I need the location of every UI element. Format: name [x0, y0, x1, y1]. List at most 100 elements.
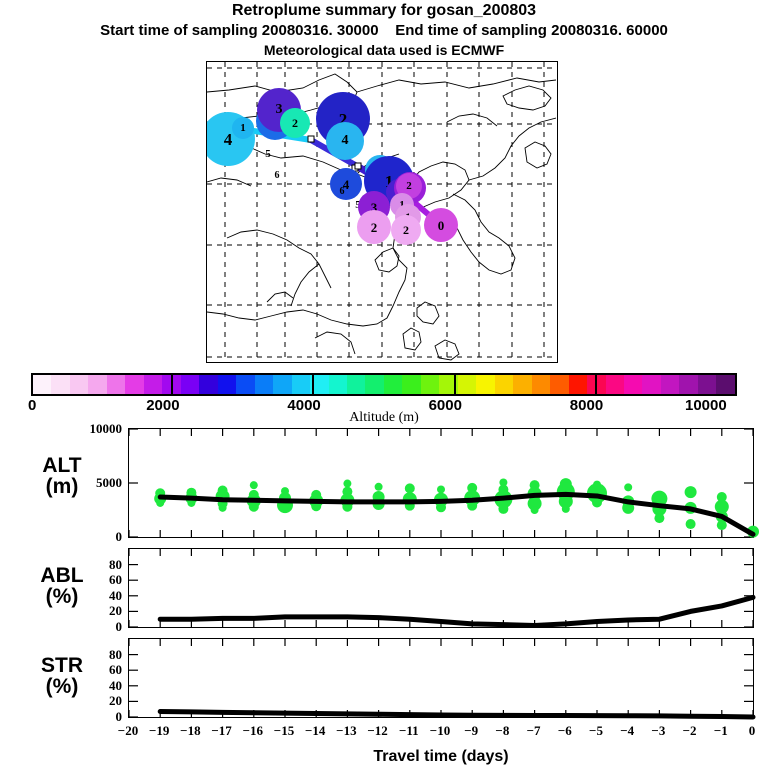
alt-scatter-point-59 [685, 519, 696, 530]
colorbar-segment-15 [310, 375, 329, 394]
coastline-8 [524, 141, 552, 169]
colorbar-segment-20 [402, 375, 421, 394]
colorbar-segment-29 [568, 375, 588, 394]
xtick-label--8: −8 [495, 723, 510, 738]
coastline-10 [416, 301, 440, 325]
colorbar-segment-25 [494, 375, 514, 394]
xtick-label--4: −4 [620, 723, 635, 738]
colorbar-segment-33 [642, 375, 661, 394]
colorbar-segment-1 [51, 375, 70, 394]
map-marker-2-19: 2 [357, 210, 391, 244]
alt-scatter-point-5 [187, 498, 196, 507]
abl-mean-line [157, 594, 756, 628]
alt-panel-label: ALT (m) [6, 455, 118, 498]
xtick-label--1: −1 [713, 723, 728, 738]
alt-scatter-point-32 [436, 502, 446, 513]
coastline-19 [314, 331, 356, 355]
alt-scatter-point-9 [218, 503, 227, 512]
alt-scatter-point-46 [558, 494, 573, 509]
xtick-label--20: −20 [117, 723, 139, 738]
colorbar-segment-13 [273, 375, 292, 394]
map-marker-1-1: 1 [232, 117, 254, 139]
colorbar-segment-9 [199, 375, 218, 394]
coastline-7 [502, 85, 552, 111]
xtick-label--5: −5 [589, 723, 603, 738]
str-mean-line [157, 709, 756, 720]
xtick-label--6: −6 [557, 723, 572, 738]
coastline-2 [356, 77, 556, 93]
colorbar-segment-18 [365, 375, 384, 394]
xtick-label-0: 0 [748, 723, 756, 738]
colorbar-segment-32 [624, 375, 643, 394]
colorbar-segment-12 [254, 375, 274, 394]
map-marker-4-6: 4 [326, 122, 364, 160]
xtick-label--11: −11 [398, 723, 419, 738]
colorbar-segment-21 [420, 375, 440, 394]
colorbar-segment-17 [346, 375, 366, 394]
colorbar-segment-34 [660, 375, 680, 394]
coastline-4 [406, 161, 470, 213]
xtick-label--14: −14 [304, 723, 326, 738]
alt-scatter-point-42 [527, 496, 542, 511]
retroplume-map: 41532245646111325312120 [206, 61, 558, 363]
map-marker-0-22: 0 [424, 208, 458, 242]
alt-plot [128, 428, 759, 538]
map-marker-5-7: 5 [265, 147, 271, 160]
altitude-colorbar [31, 373, 737, 396]
alt-ytick-0: 0 [115, 529, 123, 544]
alt-scatter-point-50 [592, 497, 602, 508]
sampling-time-subtitle: Start time of sampling 20080316. 30000 E… [100, 22, 668, 39]
alt-scatter-point-51 [624, 483, 633, 492]
alt-scatter-point-57 [684, 486, 697, 499]
colorbar-tick-0: 0 [28, 397, 37, 414]
alt-scatter-point-54 [651, 490, 668, 507]
colorbar-segment-36 [697, 375, 717, 394]
str-label-line2: (%) [45, 675, 79, 699]
alt-scatter-point-33 [467, 482, 478, 493]
colorbar-segment-14 [291, 375, 311, 394]
alt-scatter-point-13 [248, 501, 259, 512]
str-panel-label: STR (%) [6, 655, 118, 698]
abl-ytick-20: 20 [109, 603, 122, 619]
alt-scatter-point-24 [374, 482, 383, 491]
coastline-16 [207, 177, 252, 187]
abl-label-line2: (%) [45, 585, 79, 609]
abl-label-line1: ABL [40, 564, 84, 587]
colorbar-segment-22 [439, 375, 458, 394]
abl-panel [128, 548, 756, 628]
xtick-label--2: −2 [682, 723, 697, 738]
abl-ytick-40: 40 [109, 587, 122, 603]
xtick-label--16: −16 [242, 723, 263, 738]
abl-ytick-80: 80 [109, 556, 122, 572]
coastline-11 [226, 229, 332, 289]
xtick-label--7: −7 [526, 723, 541, 738]
trajectory-node-1 [307, 135, 315, 143]
xtick-label--13: −13 [336, 723, 357, 738]
str-panel [128, 638, 756, 720]
map-marker-6-8: 6 [274, 170, 280, 181]
alt-scatter-point-20 [343, 479, 352, 488]
colorbar-division-0 [171, 373, 174, 396]
abl-ytick-60: 60 [109, 572, 122, 588]
xtick-label--17: −17 [211, 723, 232, 738]
colorbar-axis-label: Altitude (m) [349, 410, 419, 425]
xtick-label--3: −3 [651, 723, 666, 738]
abl-plot [128, 549, 756, 628]
alt-ytick-10000: 10000 [89, 421, 123, 436]
page-title: Retroplume summary for gosan_200803 [231, 2, 537, 19]
coastline-14 [402, 327, 422, 351]
alt-mean-line [157, 491, 756, 537]
colorbar-tick-8000: 8000 [569, 397, 604, 414]
colorbar-segment-35 [679, 375, 698, 394]
colorbar-segment-6 [143, 375, 163, 394]
colorbar-segment-0 [33, 375, 52, 394]
coastline-13 [266, 291, 294, 303]
trajectory-node-3 [354, 162, 362, 170]
abl-panel-label: ABL (%) [6, 565, 118, 608]
alt-label-line1: ALT [42, 454, 82, 477]
colorbar-segment-4 [106, 375, 126, 394]
alt-scatter-point-47 [561, 504, 570, 513]
coastline-9 [374, 247, 400, 273]
colorbar-segment-10 [217, 375, 237, 394]
